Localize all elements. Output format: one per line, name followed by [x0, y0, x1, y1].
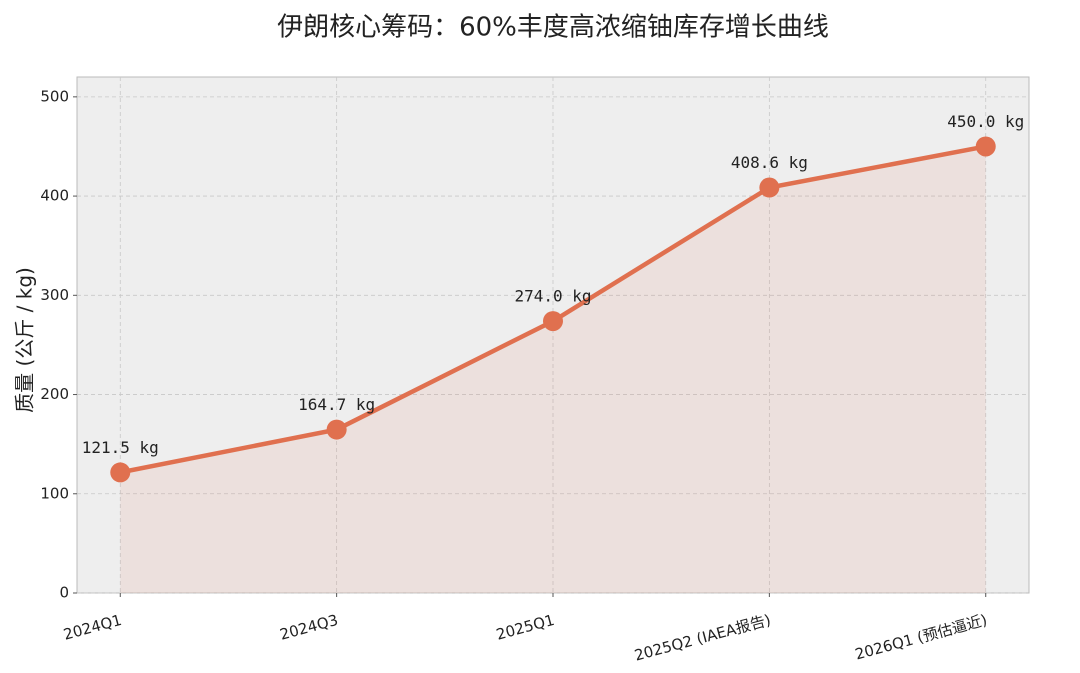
marker: [326, 419, 347, 440]
y-tick-label: 500: [40, 87, 69, 105]
x-tick-label: 2024Q1: [62, 611, 124, 644]
marker: [759, 177, 780, 198]
y-tick-label: 300: [40, 286, 69, 304]
chart-title: 伊朗核心筹码：60%丰度高浓缩铀库存增长曲线: [277, 13, 829, 43]
y-tick-label: 200: [40, 385, 69, 403]
marker: [975, 136, 996, 157]
value-label: 408.6 kg: [731, 153, 808, 172]
x-tick-label: 2025Q2 (IAEA报告): [632, 611, 772, 665]
marker: [110, 462, 131, 483]
value-label: 450.0 kg: [947, 112, 1024, 131]
x-tick-label: 2024Q3: [278, 611, 340, 644]
y-tick-label: 0: [59, 584, 69, 602]
value-label: 121.5 kg: [82, 438, 159, 457]
value-label: 274.0 kg: [514, 287, 591, 306]
y-tick-label: 400: [40, 187, 69, 205]
marker: [543, 311, 563, 332]
area: [120, 146, 986, 593]
x-tick-label: 2025Q1: [494, 611, 556, 644]
value-label: 164.7 kg: [298, 395, 375, 414]
x-tick-label: 2026Q1 (预估逼近): [853, 611, 989, 664]
y-axis-label: 质量 (公斤 / kg): [13, 267, 37, 413]
y-tick-label: 100: [40, 484, 69, 502]
